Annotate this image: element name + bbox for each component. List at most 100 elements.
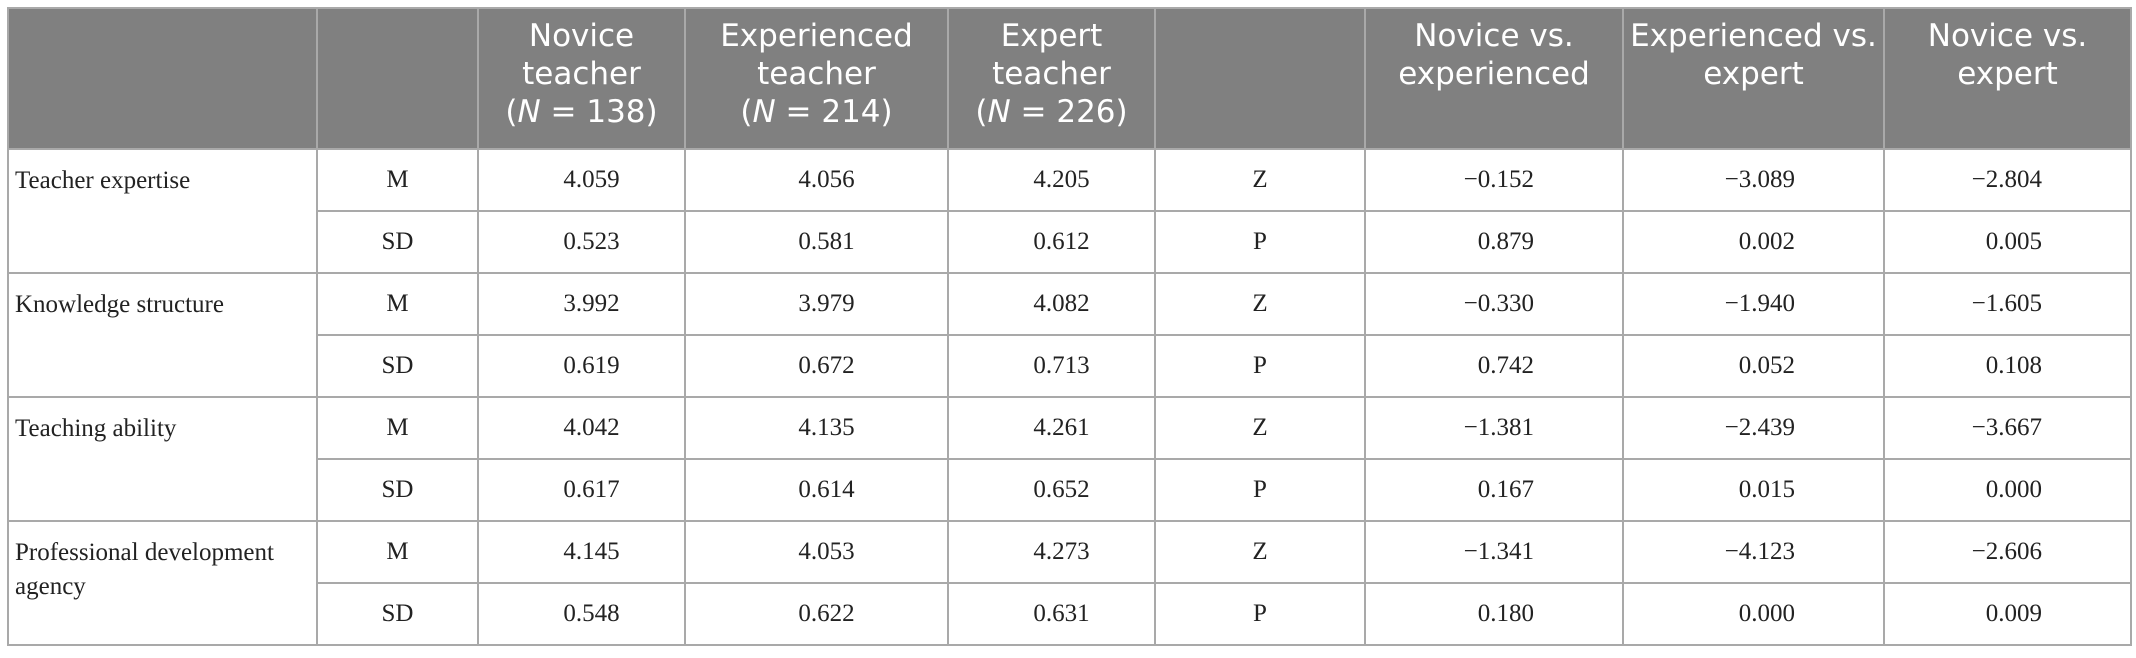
stat-label: SD xyxy=(316,334,479,398)
test-cell: −1.381 xyxy=(1364,396,1624,460)
header-text: Experienced vs. expert xyxy=(1630,18,1877,92)
test-cell: 0.180 xyxy=(1364,582,1624,646)
test-cell: −1.605 xyxy=(1883,272,2132,336)
header-sample: = 214) xyxy=(775,94,893,130)
test-cell: −2.439 xyxy=(1622,396,1885,460)
value-cell: 0.652 xyxy=(947,458,1156,522)
header-cell: Experienced vs. expert xyxy=(1622,7,1885,150)
stat-label: M xyxy=(316,272,479,336)
test-label: Z xyxy=(1154,272,1366,336)
value-cell: 0.523 xyxy=(477,210,686,274)
group-label-text: Knowledge structure xyxy=(15,291,224,318)
table-body: Teacher expertise M 4.059 4.056 4.205 Z −0.152… xyxy=(7,148,2132,646)
test-cell: 0.052 xyxy=(1622,334,1885,398)
value-cell: 0.619 xyxy=(477,334,686,398)
data-row: Knowledge structure M 3.992 3.979 4.082 Z −0.3… xyxy=(7,272,2132,398)
header-sample: ( xyxy=(505,94,518,130)
header-sample: = 138) xyxy=(540,94,658,130)
header-cell: Novice vs. experienced xyxy=(1364,7,1624,150)
test-cell: 0.000 xyxy=(1883,458,2132,522)
stat-label: M xyxy=(316,520,479,584)
data-row: SD 0.548 0.622 0.631 P 0.180 0.000 0.009 xyxy=(8,582,2132,646)
header-cell xyxy=(1154,7,1366,150)
header-row: Novice teacher (N = 138) Experienced teach… xyxy=(7,7,2132,150)
test-cell: −0.330 xyxy=(1364,272,1624,336)
data-row: SD 0.617 0.614 0.652 P 0.167 0.015 0.000 xyxy=(8,458,2132,522)
header-cell xyxy=(7,7,318,150)
value-cell: 4.135 xyxy=(684,396,949,460)
header-sample: ( xyxy=(740,94,753,130)
test-label: P xyxy=(1154,334,1366,398)
header-text: Novice vs. expert xyxy=(1927,18,2088,92)
value-cell: 4.042 xyxy=(477,396,686,460)
stat-label: SD xyxy=(316,582,479,646)
header-text: Novice teacher xyxy=(522,18,641,92)
value-cell: 0.713 xyxy=(947,334,1156,398)
value-cell: 3.992 xyxy=(477,272,686,336)
test-cell: 0.167 xyxy=(1364,458,1624,522)
test-cell: −3.089 xyxy=(1622,148,1885,212)
test-cell: −2.804 xyxy=(1883,148,2132,212)
test-cell: 0.108 xyxy=(1883,334,2132,398)
group-label: Knowledge structure xyxy=(7,272,318,398)
test-label: Z xyxy=(1154,148,1366,212)
header-cell xyxy=(316,7,479,150)
test-label: P xyxy=(1154,582,1366,646)
test-cell: −1.940 xyxy=(1622,272,1885,336)
group-label-text: Teacher expertise xyxy=(15,167,191,194)
value-cell: 4.261 xyxy=(947,396,1156,460)
header-cell: Novice teacher (N = 138) xyxy=(477,7,686,150)
test-cell: −2.606 xyxy=(1883,520,2132,584)
test-label: P xyxy=(1154,458,1366,522)
value-cell: 4.053 xyxy=(684,520,949,584)
header-sample: ( xyxy=(975,94,988,130)
group-label: Teaching ability xyxy=(7,396,318,522)
data-row: Teacher expertise M 4.059 4.056 4.205 Z −0.152… xyxy=(7,148,2132,274)
data-row: Professional development agency M 4.145 4.0… xyxy=(7,520,2132,646)
test-cell: −1.341 xyxy=(1364,520,1624,584)
results-table: Novice teacher (N = 138) Experienced teach… xyxy=(7,7,2132,646)
test-cell: −4.123 xyxy=(1622,520,1885,584)
test-cell: 0.002 xyxy=(1622,210,1885,274)
stat-label: M xyxy=(316,396,479,460)
value-cell: 0.612 xyxy=(947,210,1156,274)
test-label: P xyxy=(1154,210,1366,274)
value-cell: 0.617 xyxy=(477,458,686,522)
value-cell: 4.056 xyxy=(684,148,949,212)
header-sample-symbol: N xyxy=(752,94,776,130)
value-cell: 0.548 xyxy=(477,582,686,646)
test-cell: −0.152 xyxy=(1364,148,1624,212)
header-text: Expert teacher xyxy=(992,18,1111,92)
test-label: Z xyxy=(1154,396,1366,460)
test-label: Z xyxy=(1154,520,1366,584)
header-sample-symbol: N xyxy=(517,94,541,130)
value-cell: 4.059 xyxy=(477,148,686,212)
test-cell: 0.879 xyxy=(1364,210,1624,274)
value-cell: 4.145 xyxy=(477,520,686,584)
header-cell: Experienced teacher (N = 214) xyxy=(684,7,949,150)
test-cell: 0.742 xyxy=(1364,334,1624,398)
data-row: SD 0.619 0.672 0.713 P 0.742 0.052 0.108 xyxy=(8,334,2132,398)
header-text: Novice vs. experienced xyxy=(1398,18,1590,92)
group-label: Professional development agency xyxy=(7,520,318,646)
test-cell: 0.015 xyxy=(1622,458,1885,522)
test-cell: 0.000 xyxy=(1622,582,1885,646)
header-text: Experienced teacher xyxy=(720,18,913,92)
value-cell: 0.581 xyxy=(684,210,949,274)
data-row: Teaching ability M 4.042 4.135 4.261 Z −1.381−… xyxy=(7,396,2132,522)
header-cell: Novice vs. expert xyxy=(1883,7,2132,150)
value-cell: 4.082 xyxy=(947,272,1156,336)
header-sample: = 226) xyxy=(1010,94,1128,130)
stat-label: SD xyxy=(316,210,479,274)
value-cell: 0.622 xyxy=(684,582,949,646)
value-cell: 3.979 xyxy=(684,272,949,336)
header-cell: Expert teacher (N = 226) xyxy=(947,7,1156,150)
test-cell: 0.009 xyxy=(1883,582,2132,646)
value-cell: 4.205 xyxy=(947,148,1156,212)
test-cell: 0.005 xyxy=(1883,210,2132,274)
group-label-text: Teaching ability xyxy=(15,415,177,442)
group-label: Teacher expertise xyxy=(7,148,318,274)
value-cell: 0.631 xyxy=(947,582,1156,646)
data-row: SD 0.523 0.581 0.612 P 0.879 0.002 0.005 xyxy=(8,210,2132,274)
